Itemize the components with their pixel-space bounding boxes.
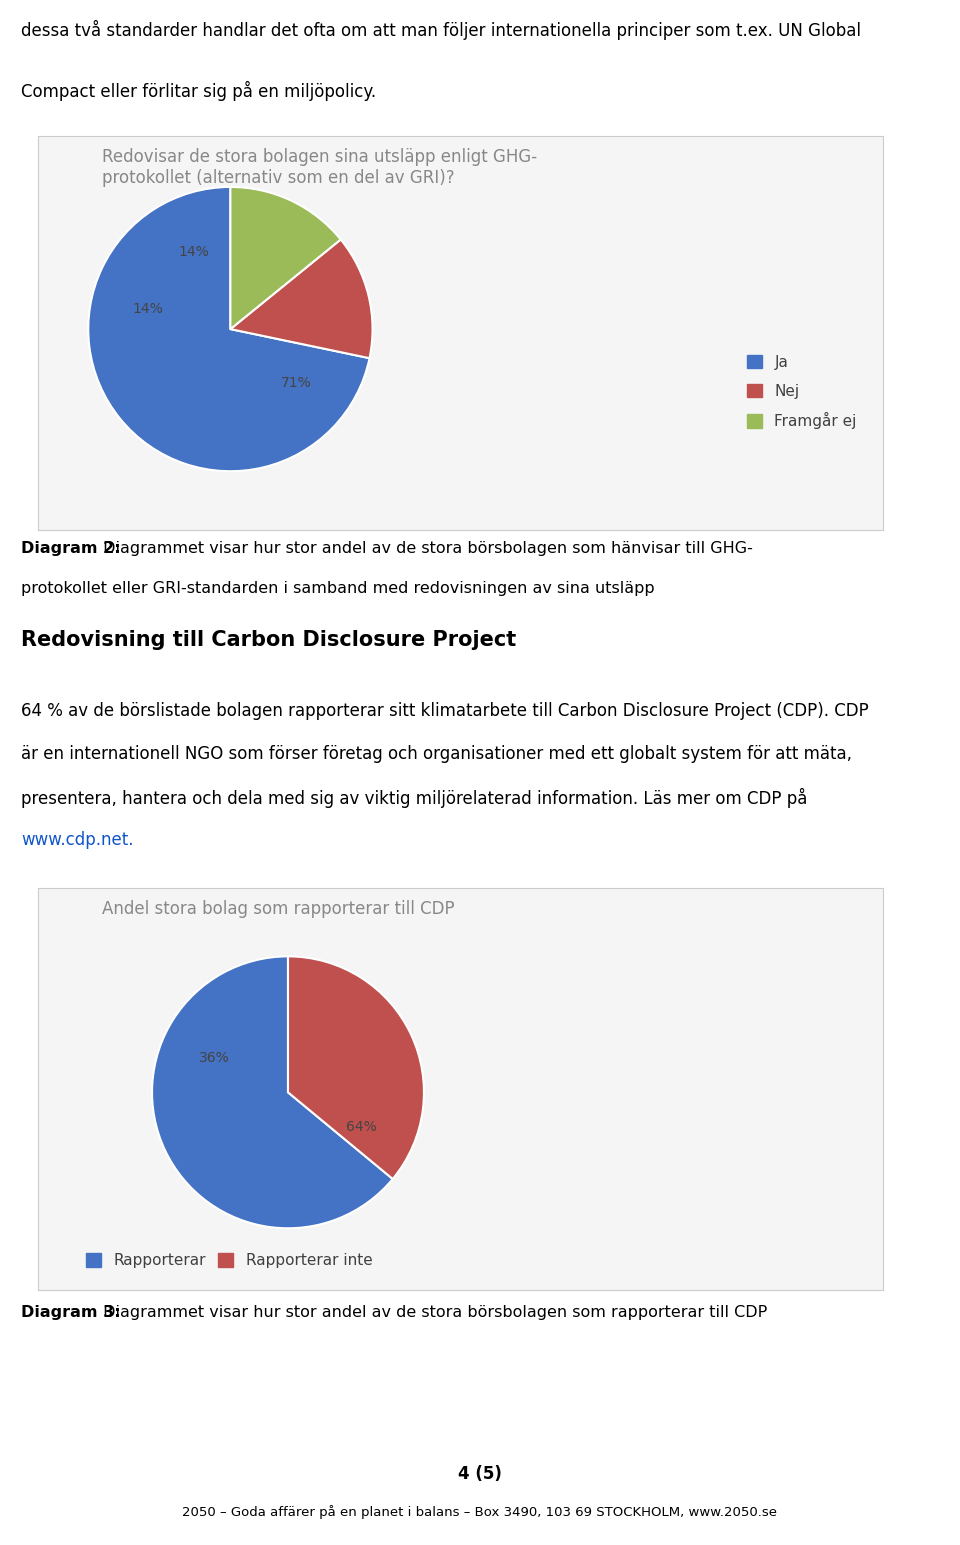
Text: 36%: 36% bbox=[199, 1051, 229, 1065]
Legend: Rapporterar, Rapporterar inte: Rapporterar, Rapporterar inte bbox=[80, 1247, 378, 1275]
Text: 4 (5): 4 (5) bbox=[458, 1465, 502, 1483]
Text: är en internationell NGO som förser företag och organisationer med ett globalt s: är en internationell NGO som förser före… bbox=[21, 745, 852, 763]
Text: Diagram 3:: Diagram 3: bbox=[21, 1304, 121, 1319]
Text: 2050 – Goda affärer på en planet i balans – Box 3490, 103 69 STOCKHOLM, www.2050: 2050 – Goda affärer på en planet i balan… bbox=[182, 1505, 778, 1519]
Text: 14%: 14% bbox=[179, 246, 209, 260]
Text: dessa två standarder handlar det ofta om att man följer internationella principe: dessa två standarder handlar det ofta om… bbox=[21, 20, 861, 40]
Wedge shape bbox=[230, 239, 372, 358]
Text: Diagrammet visar hur stor andel av de stora börsbolagen som hänvisar till GHG-: Diagrammet visar hur stor andel av de st… bbox=[98, 541, 753, 556]
Text: Redovisning till Carbon Disclosure Project: Redovisning till Carbon Disclosure Proje… bbox=[21, 630, 516, 649]
Text: Andel stora bolag som rapporterar till CDP: Andel stora bolag som rapporterar till C… bbox=[102, 901, 454, 918]
Wedge shape bbox=[288, 956, 424, 1179]
Text: 14%: 14% bbox=[132, 301, 163, 317]
Text: Diagrammet visar hur stor andel av de stora börsbolagen som rapporterar till CDP: Diagrammet visar hur stor andel av de st… bbox=[98, 1304, 767, 1319]
Wedge shape bbox=[88, 187, 370, 471]
Text: 64 % av de börslistade bolagen rapporterar sitt klimatarbete till Carbon Disclos: 64 % av de börslistade bolagen rapporter… bbox=[21, 703, 869, 720]
Text: 71%: 71% bbox=[281, 375, 312, 389]
Text: Compact eller förlitar sig på en miljöpolicy.: Compact eller förlitar sig på en miljöpo… bbox=[21, 82, 376, 102]
Legend: Ja, Nej, Framgår ej: Ja, Nej, Framgår ej bbox=[741, 349, 863, 436]
Text: www.cdp.net.: www.cdp.net. bbox=[21, 831, 133, 848]
Text: Redovisar de stora bolagen sina utsläpp enligt GHG-
protokollet (alternativ som : Redovisar de stora bolagen sina utsläpp … bbox=[102, 148, 537, 187]
Text: presentera, hantera och dela med sig av viktig miljörelaterad information. Läs m: presentera, hantera och dela med sig av … bbox=[21, 788, 807, 808]
Text: 64%: 64% bbox=[347, 1120, 377, 1134]
Text: protokollet eller GRI-standarden i samband med redovisningen av sina utsläpp: protokollet eller GRI-standarden i samba… bbox=[21, 581, 655, 596]
Wedge shape bbox=[230, 187, 341, 329]
Wedge shape bbox=[152, 956, 393, 1228]
Text: Diagram 2:: Diagram 2: bbox=[21, 541, 121, 556]
